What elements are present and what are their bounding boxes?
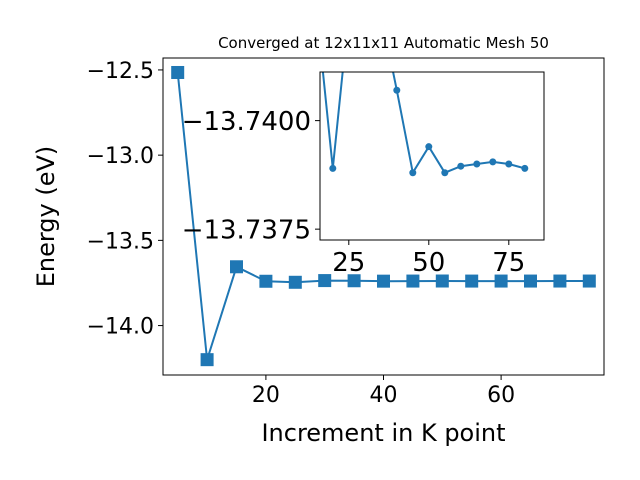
inset-data-point <box>521 164 529 172</box>
inset-y-tick-label: −13.7375 <box>182 216 311 246</box>
main-x-tick-label: 40 <box>370 383 398 408</box>
main-data-point <box>347 274 361 288</box>
main-y-tick-label: −14.0 <box>87 314 154 339</box>
x-axis-label: Increment in K point <box>261 419 505 447</box>
inset-data-point <box>393 86 401 94</box>
inset-y-tick-label: −13.7400 <box>182 107 311 137</box>
main-data-point <box>494 274 508 288</box>
main-data-point <box>171 65 185 79</box>
main-y-tick-label: −12.5 <box>87 59 154 84</box>
main-data-point <box>377 274 390 288</box>
main-x-tick-label: 60 <box>487 383 515 408</box>
inset-plot-area <box>320 72 544 240</box>
inset-data-point <box>457 162 465 170</box>
main-data-point <box>582 274 596 288</box>
main-y-tick-label: −13.5 <box>87 229 154 254</box>
main-data-point <box>259 274 273 288</box>
inset-data-point <box>505 160 513 168</box>
inset-data-point <box>473 160 481 168</box>
inset-x-tick-label: 75 <box>492 248 525 278</box>
inset-data-point <box>489 158 497 166</box>
main-frame <box>162 57 605 376</box>
main-data-point <box>200 353 214 367</box>
main-data-point <box>230 260 243 274</box>
main-data-point <box>465 274 479 288</box>
chart-title: Converged at 12x11x11 Automatic Mesh 50 <box>218 34 549 52</box>
main-data-point <box>318 274 332 288</box>
main-data-point <box>524 274 537 288</box>
y-axis-label: Energy (eV) <box>32 146 60 288</box>
main-data-point <box>435 274 449 288</box>
main-data-point <box>288 275 302 289</box>
inset-x-tick-label: 50 <box>412 248 445 278</box>
inset-x-tick-label: 25 <box>332 248 365 278</box>
inset-data-point <box>409 169 417 177</box>
main-data-point <box>406 274 420 288</box>
main-data-point <box>553 274 567 288</box>
inset-data-point <box>441 169 449 177</box>
inset-data-point <box>425 143 433 151</box>
inset-data-point <box>329 164 337 172</box>
main-x-tick-label: 20 <box>252 383 280 408</box>
inset-axes: 25 50 75 −13.7400 −13.7375 <box>182 71 545 278</box>
inset-frame <box>319 71 545 241</box>
main-y-tick-label: −13.0 <box>87 144 154 169</box>
